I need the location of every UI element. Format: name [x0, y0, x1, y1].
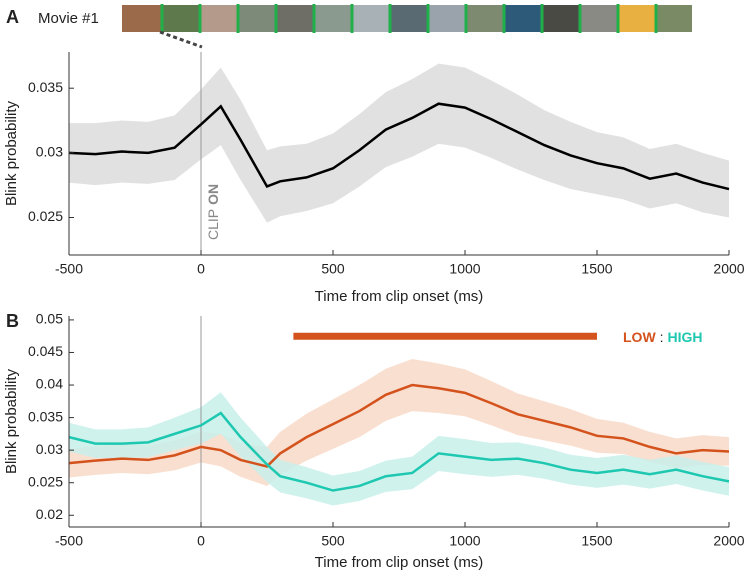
- x-tick-label: 2000: [713, 533, 744, 549]
- x-axis-label: Time from clip onset (ms): [315, 288, 484, 305]
- y-tick-label: 0.05: [36, 311, 63, 327]
- clip-word: CLIP: [205, 209, 221, 240]
- thumbnail-strip: [122, 4, 692, 49]
- clip-on: ON: [205, 184, 221, 205]
- x-tick-label: 0: [197, 533, 205, 549]
- x-tick-label: -500: [55, 533, 83, 549]
- clip-label: CLIP ON: [205, 184, 221, 240]
- x-tick-label: -500: [55, 261, 83, 277]
- x-tick-label: 500: [321, 261, 345, 277]
- y-tick-label: 0.03: [36, 144, 63, 160]
- line: [68, 383, 730, 468]
- legend-entry: HIGH: [668, 329, 703, 345]
- error-band: [69, 63, 729, 223]
- y-axis-label: Blink probability: [3, 100, 20, 206]
- error-band: [69, 358, 729, 486]
- line: [68, 411, 730, 492]
- x-tick-label: 500: [321, 533, 345, 549]
- error-band: [69, 392, 729, 506]
- x-tick-label: 1000: [449, 261, 480, 277]
- y-tick-label: 0.03: [36, 441, 63, 457]
- x-axis-label: Time from clip onset (ms): [315, 554, 484, 571]
- x-tick-label: 1500: [581, 261, 612, 277]
- line: [68, 102, 730, 191]
- y-tick-label: 0.035: [28, 408, 63, 424]
- legend-separator: :: [660, 329, 664, 345]
- panel-label: A: [6, 7, 19, 27]
- y-tick-label: 0.04: [36, 376, 63, 392]
- y-tick-label: 0.045: [28, 343, 63, 359]
- panel-label: B: [6, 311, 19, 331]
- legend-entry: LOW: [623, 329, 656, 345]
- x-tick-label: 1500: [581, 533, 612, 549]
- x-tick-label: 2000: [713, 261, 744, 277]
- y-tick-label: 0.025: [28, 473, 63, 489]
- x-tick-label: 1000: [449, 533, 480, 549]
- y-tick-label: 0.02: [36, 506, 63, 522]
- movie-label: Movie #1: [38, 10, 99, 27]
- legend: LOW: HIGH: [623, 329, 703, 345]
- x-tick-label: 0: [197, 261, 205, 277]
- y-tick-label: 0.035: [28, 79, 63, 95]
- y-tick-label: 0.025: [28, 208, 63, 224]
- y-axis-label: Blink probability: [3, 368, 20, 474]
